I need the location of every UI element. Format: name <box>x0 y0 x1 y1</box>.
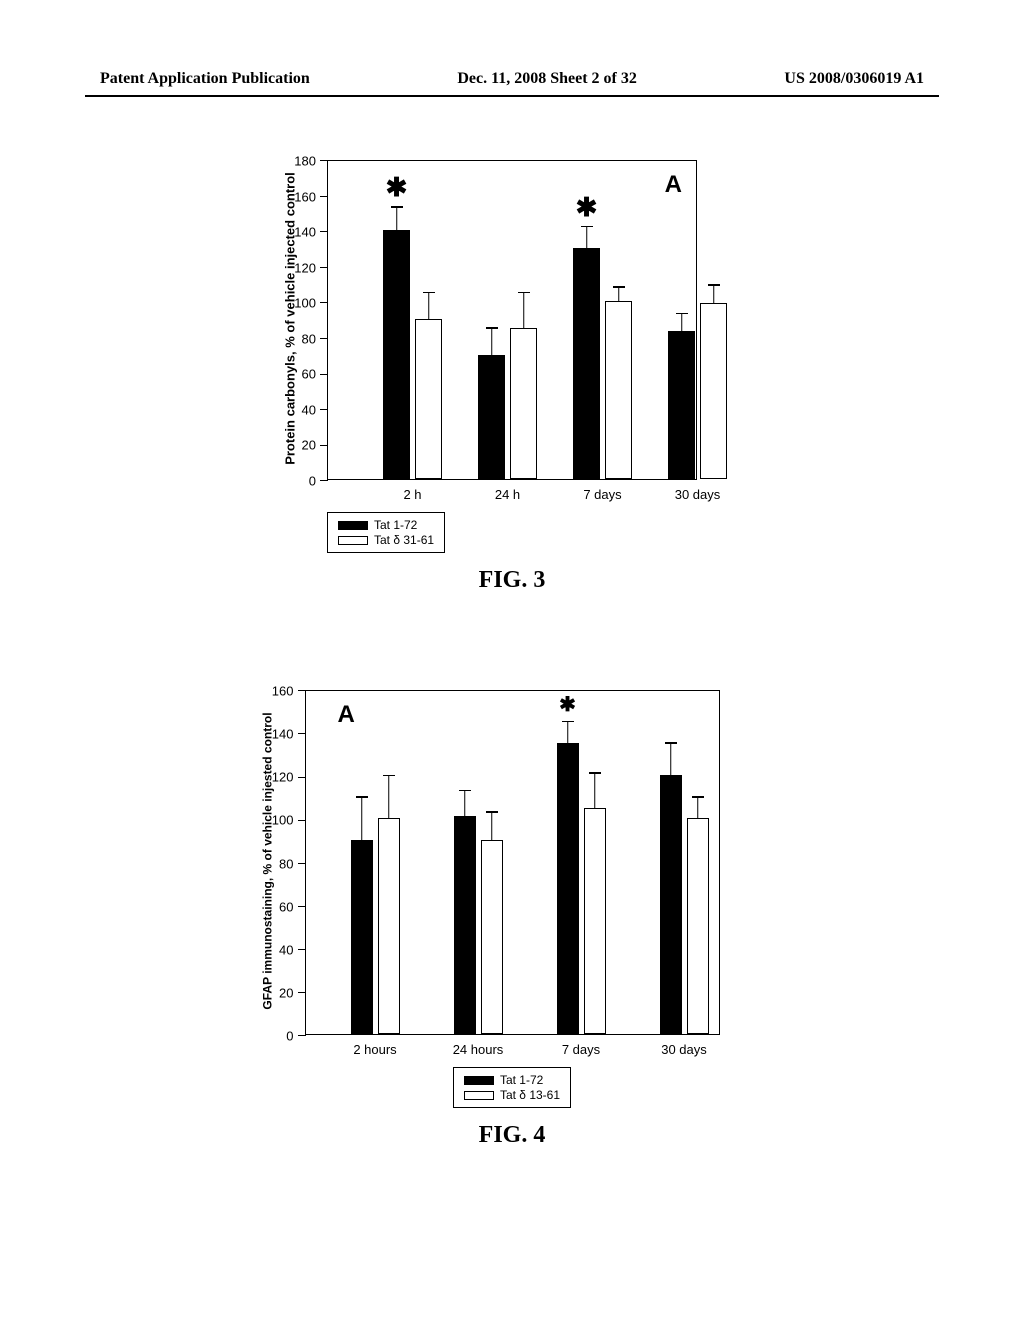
y-tick-label: 120 <box>294 260 316 275</box>
legend-swatch <box>338 521 368 530</box>
header-center: Dec. 11, 2008 Sheet 2 of 32 <box>457 70 637 88</box>
legend-swatch <box>338 536 368 545</box>
bar-white <box>378 818 400 1034</box>
x-tick-label: 7 days <box>583 487 621 502</box>
chart-legend: Tat 1-72Tat δ 13-61 <box>453 1067 571 1108</box>
y-tick-label: 120 <box>272 770 294 785</box>
y-tick-label: 20 <box>302 438 316 453</box>
bar-white <box>510 328 537 479</box>
bar-white <box>700 303 727 479</box>
x-tick-label: 7 days <box>562 1042 600 1057</box>
figure-4-container: 0204060801001201401602 hours24 hours✱7 d… <box>0 690 1024 1149</box>
figure-caption: FIG. 3 <box>327 567 697 594</box>
y-tick-label: 40 <box>302 402 316 417</box>
y-axis-label: GFAP immunostaining, % of vehicle injest… <box>261 688 275 1033</box>
y-tick-label: 40 <box>279 942 293 957</box>
figure-caption: FIG. 4 <box>305 1122 720 1149</box>
x-tick-label: 30 days <box>661 1042 707 1057</box>
x-tick-label: 2 h <box>403 487 421 502</box>
y-tick-label: 20 <box>279 985 293 1000</box>
figure-3-chart: 020406080100120140160180✱2 h24 h✱7 days3… <box>327 160 697 594</box>
header-left: Patent Application Publication <box>100 70 310 88</box>
y-tick-label: 60 <box>279 899 293 914</box>
bar-black <box>660 775 682 1034</box>
bar-black <box>351 840 373 1034</box>
chart-plot-area: 020406080100120140160180✱2 h24 h✱7 days3… <box>327 160 697 480</box>
panel-label: A <box>338 701 355 729</box>
bar-white <box>415 319 442 479</box>
y-tick-label: 80 <box>279 856 293 871</box>
legend-item-label: Tat δ 13-61 <box>500 1088 560 1102</box>
chart-legend: Tat 1-72Tat δ 31-61 <box>327 512 445 553</box>
y-axis-label: Protein carbonyls, % of vehicle injected… <box>283 159 298 479</box>
x-tick-label: 2 hours <box>353 1042 396 1057</box>
bar-black <box>557 743 579 1034</box>
figure-3-container: 020406080100120140160180✱2 h24 h✱7 days3… <box>0 160 1024 594</box>
y-tick-label: 160 <box>294 189 316 204</box>
significance-star: ✱ <box>386 172 408 203</box>
y-tick-label: 100 <box>294 296 316 311</box>
y-tick-label: 140 <box>294 225 316 240</box>
y-tick-label: 0 <box>309 474 316 489</box>
bar-black <box>383 230 410 479</box>
chart-plot-area: 0204060801001201401602 hours24 hours✱7 d… <box>305 690 720 1035</box>
bar-black <box>668 331 695 479</box>
y-tick-label: 60 <box>302 367 316 382</box>
x-tick-label: 24 h <box>495 487 520 502</box>
panel-label: A <box>665 171 682 199</box>
bar-black <box>454 816 476 1034</box>
y-tick-label: 80 <box>302 331 316 346</box>
y-tick-label: 160 <box>272 684 294 699</box>
bar-black <box>478 355 505 479</box>
legend-item-label: Tat 1-72 <box>500 1073 543 1087</box>
bar-black <box>573 248 600 479</box>
x-tick-label: 30 days <box>675 487 721 502</box>
significance-star: ✱ <box>576 192 598 223</box>
y-tick-label: 0 <box>286 1029 293 1044</box>
legend-item-label: Tat δ 31-61 <box>374 533 434 547</box>
bar-white <box>605 301 632 479</box>
y-tick-label: 100 <box>272 813 294 828</box>
bar-white <box>481 840 503 1034</box>
legend-item-label: Tat 1-72 <box>374 518 417 532</box>
figure-4-chart: 0204060801001201401602 hours24 hours✱7 d… <box>305 690 720 1149</box>
y-tick-label: 140 <box>272 727 294 742</box>
legend-swatch <box>464 1091 494 1100</box>
bar-white <box>584 808 606 1034</box>
x-tick-label: 24 hours <box>453 1042 504 1057</box>
bar-white <box>687 818 709 1034</box>
page-header: Patent Application Publication Dec. 11, … <box>0 70 1024 88</box>
significance-star: ✱ <box>559 692 576 717</box>
header-rule <box>85 95 939 97</box>
y-tick-label: 180 <box>294 154 316 169</box>
header-right: US 2008/0306019 A1 <box>784 70 924 88</box>
legend-swatch <box>464 1076 494 1085</box>
